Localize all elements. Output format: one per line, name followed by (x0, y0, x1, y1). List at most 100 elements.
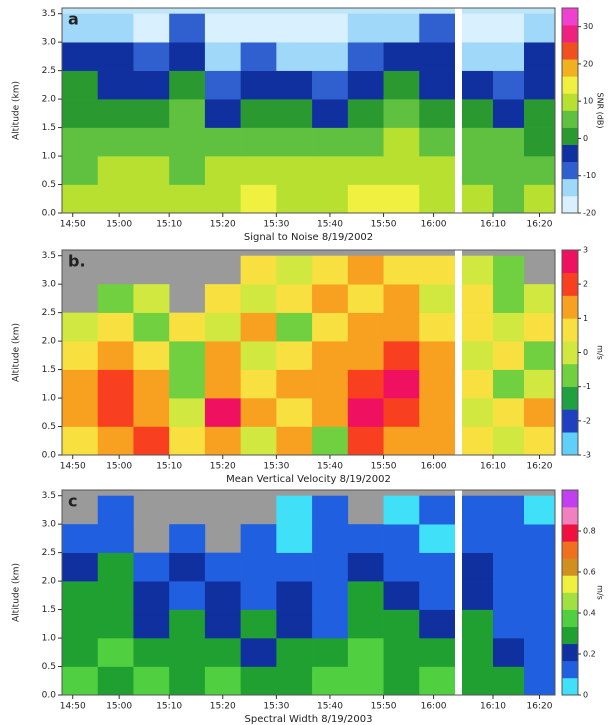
heatmap-cell (312, 70, 349, 100)
x-tick-label: 15:50 (371, 462, 397, 472)
colorbar-swatch (562, 25, 578, 43)
heatmap-cell (62, 524, 99, 553)
heatmap-cell (312, 127, 349, 157)
heatmap-cell (383, 426, 420, 456)
heatmap-cell (240, 369, 277, 399)
heatmap-cell (204, 552, 241, 582)
y-tick-label: 0.5 (42, 422, 56, 432)
heatmap-cell (276, 312, 313, 342)
x-axis-title: Spectral Width 8/19/2003 (245, 714, 373, 725)
y-axis-title: Altitude (km) (12, 81, 22, 140)
plot-frame (61, 249, 556, 456)
heatmap-cell (62, 99, 99, 128)
heatmap-cell (312, 284, 349, 313)
heatmap-cell (169, 552, 206, 582)
y-tick-label: 1.5 (42, 605, 56, 615)
x-tick-label: 16:20 (527, 220, 553, 230)
x-tick-label: 15:40 (317, 462, 343, 472)
heatmap-cell (240, 156, 277, 185)
heatmap-cell (419, 426, 456, 456)
heatmap-cell (169, 99, 206, 128)
y-tick-label: 0.0 (42, 691, 57, 701)
heatmap-cell (347, 42, 384, 71)
heatmap-cell (312, 398, 349, 427)
y-tick-label: 2.0 (42, 337, 57, 347)
heatmap-cell (347, 426, 384, 456)
heatmap-cell (419, 369, 456, 399)
heatmap-cell (347, 609, 384, 639)
heatmap-cell (240, 552, 277, 582)
heatmap-cell (524, 99, 556, 128)
heatmap-cell (347, 524, 384, 553)
colorbar-tick-label: 0.4 (583, 609, 596, 618)
x-tick-label: 16:00 (421, 462, 447, 472)
heatmap-cell (133, 99, 170, 128)
heatmap-cell (419, 398, 456, 427)
colorbar-swatch (562, 558, 578, 576)
heatmap-cell (97, 42, 134, 71)
heatmap-cell (312, 369, 349, 399)
heatmap-cell (493, 638, 525, 667)
heatmap-cell (383, 184, 420, 214)
heatmap-cell (62, 426, 99, 456)
heatmap-cell (524, 638, 556, 667)
colorbar-tick-label: 3 (583, 246, 588, 255)
heatmap-cell (169, 398, 206, 427)
colorbar-swatch (562, 59, 578, 77)
x-tick-label: 16:00 (421, 702, 447, 712)
heatmap-cell (383, 42, 420, 71)
heatmap-cell (524, 156, 556, 185)
y-tick-label: 1.0 (42, 634, 57, 644)
heatmap-cell (240, 70, 277, 100)
colorbar-tick-label: 2 (583, 280, 588, 289)
heatmap-cell (169, 156, 206, 185)
colorbar-swatch (562, 76, 578, 94)
colorbar-tick-label: 0 (583, 691, 588, 700)
heatmap-cell (97, 312, 134, 342)
heatmap-cell (312, 666, 349, 696)
colorbar-swatch (562, 161, 578, 180)
heatmap-cell (62, 398, 99, 427)
panel: b. 0.0 0.5 1.0 1.5 2.0 2.5 3.0 3.5 14:50 15:00 15:1… (12, 246, 605, 486)
heatmap-cell (347, 255, 384, 285)
colorbar-swatch (562, 93, 578, 111)
colorbar-tick-label: 0.6 (583, 568, 596, 577)
heatmap-cell (97, 184, 134, 214)
y-tick-label: 1.0 (42, 152, 57, 162)
colorbar-frame (561, 489, 579, 696)
colorbar-tick-label: 30 (583, 22, 593, 31)
heatmap-cell (383, 255, 420, 285)
heatmap-cell (524, 127, 556, 157)
heatmap-cell (347, 341, 384, 370)
heatmap-cell (204, 369, 241, 399)
heatmap-cell (240, 581, 277, 610)
heatmap-cell (276, 552, 313, 582)
heatmap-cell (276, 184, 313, 214)
heatmap-cell (419, 524, 456, 553)
colorbar-title: SNR (dB) (596, 93, 605, 129)
heatmap-cell (524, 495, 556, 525)
heatmap-cell (524, 426, 556, 456)
heatmap-cell (419, 312, 456, 342)
heatmap-cell (97, 524, 134, 553)
heatmap-cell (169, 312, 206, 342)
heatmap-cell (419, 495, 456, 525)
heatmap-cell (347, 13, 384, 43)
heatmap-cell (204, 581, 241, 610)
heatmap-cell (347, 184, 384, 214)
heatmap-cell (97, 156, 134, 185)
x-tick-label: 16:00 (421, 220, 447, 230)
panel-label: b. (68, 252, 86, 271)
heatmap-cell (276, 255, 313, 285)
heatmap-cell (169, 638, 206, 667)
data-gap (455, 250, 462, 455)
x-tick-label: 15:30 (263, 702, 289, 712)
heatmap-cell (240, 609, 277, 639)
heatmap-cell (493, 99, 525, 128)
heatmap-cell (419, 127, 456, 157)
colorbar-swatch (562, 295, 578, 319)
heatmap-cell (276, 524, 313, 553)
heatmap-cell (419, 156, 456, 185)
colorbar-swatch (562, 409, 578, 433)
heatmap-cell (419, 284, 456, 313)
